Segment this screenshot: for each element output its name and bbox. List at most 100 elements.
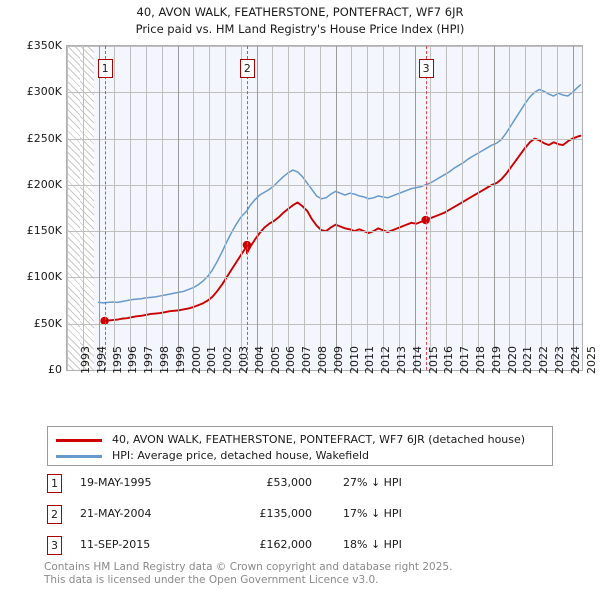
x-axis-tick-label: 2002 — [221, 346, 235, 374]
page-subtitle: Price paid vs. HM Land Registry's House … — [135, 22, 465, 36]
gridline-vertical — [399, 46, 400, 370]
gridline-vertical — [430, 46, 431, 370]
gridline-vertical — [351, 46, 352, 370]
x-axis-tick-label: 2010 — [347, 346, 361, 374]
copyright-footer: Contains HM Land Registry data © Crown c… — [44, 561, 584, 587]
x-axis-tick-label: 2019 — [489, 346, 503, 374]
gridline-vertical — [288, 46, 289, 370]
y-axis-tick-label: £250K — [26, 131, 62, 145]
event-vertical-line — [105, 46, 106, 370]
transaction-badge-2: 2 — [47, 505, 62, 524]
x-axis-tick-label: 2015 — [426, 346, 440, 374]
event-marker-badge[interactable]: 1 — [97, 59, 113, 78]
x-axis-tick-label: 1999 — [173, 346, 187, 374]
gridline-vertical — [478, 46, 479, 370]
chart-legend: 40, AVON WALK, FEATHERSTONE, PONTEFRACT,… — [47, 426, 553, 466]
transaction-badge-3: 3 — [47, 536, 62, 555]
gridline-vertical — [320, 46, 321, 370]
gridline-vertical — [509, 46, 510, 370]
sale-point-marker[interactable] — [242, 240, 252, 250]
x-axis-tick-label: 2001 — [205, 346, 219, 374]
transaction-price-1: £53,000 — [266, 476, 313, 489]
gridline-vertical — [178, 46, 179, 370]
gridline-vertical — [573, 46, 574, 370]
chart-title-block: 40, AVON WALK, FEATHERSTONE, PONTEFRACT,… — [0, 4, 600, 38]
x-axis-tick-label: 2020 — [505, 346, 519, 374]
transaction-row-3: 3 11-SEP-2015 £162,000 18% ↓ HPI — [47, 536, 567, 555]
gridline-vertical — [272, 46, 273, 370]
x-axis-tick-label: 1994 — [94, 346, 108, 374]
event-vertical-line — [247, 46, 248, 370]
gridline-vertical — [99, 46, 100, 370]
transaction-price-3: £162,000 — [259, 538, 313, 551]
transaction-row-1: 1 19-MAY-1995 £53,000 27% ↓ HPI — [47, 474, 567, 493]
x-axis-tick-label: 1996 — [126, 346, 140, 374]
transaction-badge-1: 1 — [47, 474, 62, 493]
gridline-vertical — [557, 46, 558, 370]
gridline-vertical — [304, 46, 305, 370]
x-axis-tick-label: 1997 — [142, 346, 156, 374]
transaction-date-2: 21-MAY-2004 — [80, 507, 152, 520]
legend-label-property: 40, AVON WALK, FEATHERSTONE, PONTEFRACT,… — [112, 433, 526, 446]
gridline-vertical — [241, 46, 242, 370]
gridline-vertical — [114, 46, 115, 370]
gridline-vertical — [209, 46, 210, 370]
y-axis-tick-label: £100K — [26, 270, 62, 284]
x-axis-tick-label: 2014 — [410, 346, 424, 374]
x-axis-tick-label: 2017 — [458, 346, 472, 374]
x-axis-tick-label: 2024 — [568, 346, 582, 374]
x-axis-tick-label: 2008 — [315, 346, 329, 374]
gridline-horizontal — [67, 231, 582, 232]
transaction-hpi-delta-1: 27% ↓ HPI — [343, 476, 402, 489]
gridline-vertical — [415, 46, 416, 370]
series-line-property — [103, 134, 582, 322]
sale-point-marker[interactable] — [421, 215, 430, 225]
gridline-vertical — [462, 46, 463, 370]
x-axis-tick-label: 1995 — [110, 346, 124, 374]
x-axis-tick-label: 2013 — [394, 346, 408, 374]
x-axis-tick-label: 2003 — [236, 346, 250, 374]
legend-swatch-hpi — [56, 455, 102, 458]
gridline-vertical — [130, 46, 131, 370]
x-axis-tick-label: 1993 — [79, 346, 92, 374]
x-axis-tick-label: 2022 — [537, 346, 551, 374]
transaction-price-2: £135,000 — [259, 507, 313, 520]
gridline-vertical — [162, 46, 163, 370]
x-axis-tick-label: 2005 — [268, 346, 282, 374]
gridline-horizontal — [67, 92, 582, 93]
gridline-horizontal — [67, 139, 582, 140]
x-axis-tick-label: 2025 — [584, 346, 598, 374]
gridline-vertical — [67, 46, 68, 370]
sale-point-marker[interactable] — [100, 316, 109, 326]
event-marker-badge[interactable]: 2 — [239, 59, 255, 78]
gridline-vertical — [541, 46, 542, 370]
transaction-date-1: 19-MAY-1995 — [80, 476, 152, 489]
gridline-vertical — [383, 46, 384, 370]
x-axis-tick-label: 2009 — [331, 346, 345, 374]
transaction-hpi-delta-3: 18% ↓ HPI — [343, 538, 402, 551]
no-data-hatch-region — [67, 46, 80, 370]
gridline-vertical — [494, 46, 495, 370]
x-axis-tick-label: 2021 — [521, 346, 535, 374]
x-axis-tick-label: 2007 — [300, 346, 314, 374]
legend-swatch-property — [56, 439, 102, 442]
y-axis-tick-label: £150K — [26, 224, 62, 238]
transaction-row-2: 2 21-MAY-2004 £135,000 17% ↓ HPI — [47, 505, 567, 524]
gridline-horizontal — [67, 277, 582, 278]
event-vertical-line — [426, 46, 427, 370]
event-marker-badge[interactable]: 3 — [418, 59, 434, 78]
transaction-hpi-delta-2: 17% ↓ HPI — [343, 507, 402, 520]
footer-line-2: This data is licensed under the Open Gov… — [44, 574, 379, 586]
legend-label-hpi: HPI: Average price, detached house, Wake… — [112, 449, 370, 462]
gridline-vertical — [336, 46, 337, 370]
x-axis-tick-label: 2004 — [252, 346, 266, 374]
x-axis-tick-label: 2011 — [363, 346, 377, 374]
y-axis-tick-label: £200K — [26, 177, 62, 191]
x-axis-tick-label: 2023 — [552, 346, 566, 374]
transaction-date-3: 11-SEP-2015 — [80, 538, 151, 551]
gridline-vertical — [225, 46, 226, 370]
gridline-vertical — [146, 46, 147, 370]
x-axis-tick-label: 2018 — [473, 346, 487, 374]
